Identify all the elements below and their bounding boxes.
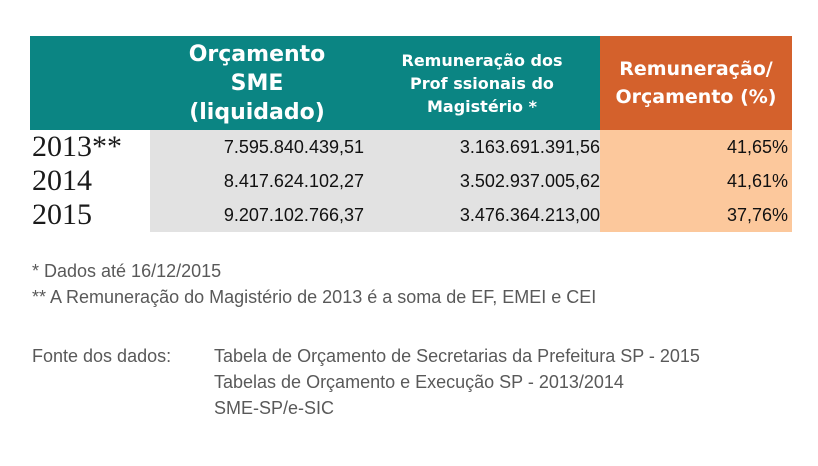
cell-orcamento: 8.417.624.102,27 xyxy=(150,164,364,198)
footnote: ** A Remuneração do Magistério de 2013 é… xyxy=(32,287,597,307)
cell-percent: 37,76% xyxy=(600,198,792,232)
header-line: Orçamento (%) xyxy=(615,86,777,108)
row-year: 2013** xyxy=(30,130,150,164)
source-line: SME-SP/e-SIC xyxy=(214,398,335,418)
source-lines: Tabela de Orçamento de Secretarias da Pr… xyxy=(214,343,700,421)
source-line: Tabela de Orçamento de Secretarias da Pr… xyxy=(214,346,700,366)
header-line: Magistério * xyxy=(427,96,537,116)
source-label: Fonte dos dados: xyxy=(32,346,172,366)
table-header: Orçamento SME (liquidado) Remuneração do… xyxy=(30,36,792,130)
cell-remuneracao: 3.163.691.391,56 xyxy=(364,130,600,164)
header-line: Remuneração dos xyxy=(401,50,563,70)
cell-remuneracao: 3.502.937.005,62 xyxy=(364,164,600,198)
footnote: * Dados até 16/12/2015 xyxy=(32,261,222,281)
header-line: Orçamento xyxy=(188,41,326,67)
budget-table: Orçamento SME (liquidado) Remuneração do… xyxy=(30,36,792,232)
cell-orcamento: 7.595.840.439,51 xyxy=(150,130,364,164)
header-orcamento: Orçamento SME (liquidado) xyxy=(150,36,364,130)
cell-percent: 41,61% xyxy=(600,164,792,198)
row-year: 2014 xyxy=(30,164,150,198)
table-row: 2013** 7.595.840.439,51 3.163.691.391,56… xyxy=(30,130,792,164)
data-source: Fonte dos dados: Tabela de Orçamento de … xyxy=(32,343,700,421)
cell-percent: 41,65% xyxy=(600,130,792,164)
table-row: 2014 8.417.624.102,27 3.502.937.005,62 4… xyxy=(30,164,792,198)
table-row: 2015 9.207.102.766,37 3.476.364.213,00 3… xyxy=(30,198,792,232)
header-percent: Remuneração/ Orçamento (%) xyxy=(600,36,792,130)
header-blank xyxy=(30,36,150,130)
header-line: Prof ssionais do xyxy=(410,73,554,93)
footnotes: * Dados até 16/12/2015 ** A Remuneração … xyxy=(32,258,596,310)
source-line: Tabelas de Orçamento e Execução SP - 201… xyxy=(214,372,624,392)
cell-remuneracao: 3.476.364.213,00 xyxy=(364,198,600,232)
header-line: Remuneração/ xyxy=(619,58,773,80)
header-remuneracao: Remuneração dos Prof ssionais do Magisté… xyxy=(364,36,600,130)
header-line: SME xyxy=(230,70,284,96)
cell-orcamento: 9.207.102.766,37 xyxy=(150,198,364,232)
header-line: (liquidado) xyxy=(189,99,325,125)
row-year: 2015 xyxy=(30,198,150,232)
